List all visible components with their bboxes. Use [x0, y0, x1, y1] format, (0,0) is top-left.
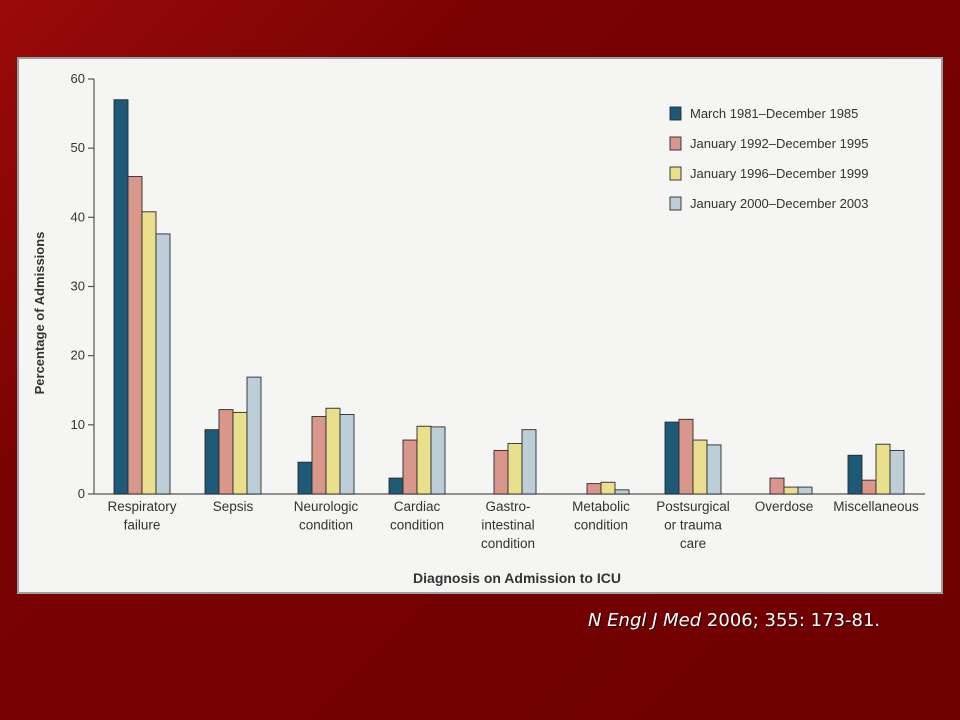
- bar: [311, 416, 327, 495]
- x-tick-label: Respiratory failure: [107, 499, 176, 533]
- y-axis-title: Percentage of Admissions: [32, 232, 47, 395]
- citation-journal: N Engl J Med: [588, 610, 702, 631]
- y-tick-label: 20: [71, 348, 85, 363]
- legend: March 1981–December 1985 January 1992–Dec…: [669, 106, 869, 211]
- y-tick-label: 40: [71, 209, 85, 224]
- bar: [204, 429, 220, 495]
- legend-swatch: [669, 196, 682, 211]
- bar: [141, 211, 157, 495]
- y-tick-label: 30: [71, 279, 85, 294]
- bar: [889, 449, 905, 495]
- x-tick-label: Overdose: [755, 499, 814, 514]
- bar-chart: 0 10 20 30 40 50 60 Respiratory failure Sepsis Neu…: [32, 71, 925, 586]
- bar: [797, 486, 813, 495]
- bar: [692, 439, 708, 495]
- bar: [430, 426, 446, 495]
- bar: [127, 176, 143, 495]
- bar: [875, 443, 891, 495]
- bar: [678, 418, 694, 495]
- bar: [218, 409, 234, 495]
- bar: [861, 479, 877, 495]
- bar: [507, 443, 523, 495]
- bar: [246, 376, 262, 495]
- y-tick-label: 60: [71, 71, 85, 86]
- x-tick-label: Sepsis: [213, 499, 254, 514]
- x-tick-label: Miscellaneous: [833, 499, 919, 514]
- x-tick-label: Postsurgical or trauma care: [656, 499, 730, 551]
- bar: [297, 461, 313, 495]
- y-tick-label: 10: [71, 417, 85, 432]
- legend-label: March 1981–December 1985: [690, 106, 858, 121]
- bar: [600, 481, 616, 495]
- bar: [664, 421, 680, 495]
- bar: [388, 477, 404, 495]
- bar: [232, 411, 248, 495]
- bar: [493, 449, 509, 495]
- bar: [706, 444, 722, 495]
- bar: [113, 99, 129, 495]
- bar: [783, 486, 799, 495]
- citation-details: 2006; 355: 173-81.: [701, 610, 881, 631]
- legend-label: January 1992–December 1995: [690, 136, 869, 151]
- y-tick-label: 50: [71, 140, 85, 155]
- citation: N Engl J Med 2006; 355: 173-81.: [588, 610, 880, 631]
- legend-swatch: [669, 106, 682, 121]
- x-tick-label: Metabolic condition: [572, 499, 630, 533]
- bar: [339, 414, 355, 495]
- bar: [586, 483, 602, 495]
- x-tick-label: Cardiac condition: [390, 499, 444, 533]
- axes: 0 10 20 30 40 50 60 Respiratory failure Sepsis Neu…: [71, 71, 925, 551]
- legend-label: January 1996–December 1999: [690, 166, 869, 181]
- bar: [416, 425, 432, 495]
- bar: [402, 439, 418, 495]
- x-axis-title: Diagnosis on Admission to ICU: [413, 570, 621, 586]
- x-tick-label: Gastro-intestinal condition: [481, 499, 535, 551]
- bar: [521, 429, 537, 495]
- bar: [614, 489, 630, 495]
- bar: [325, 407, 341, 495]
- x-tick-label: Neurologic condition: [294, 499, 359, 533]
- y-tick-label: 0: [78, 486, 85, 501]
- bar: [847, 454, 863, 495]
- bars: [113, 99, 905, 495]
- chart-panel: 0 10 20 30 40 50 60 Respiratory failure Sepsis Neu…: [17, 57, 943, 594]
- bar: [155, 233, 171, 495]
- legend-label: January 2000–December 2003: [690, 196, 869, 211]
- legend-swatch: [669, 166, 682, 181]
- legend-swatch: [669, 136, 682, 151]
- bar: [769, 477, 785, 495]
